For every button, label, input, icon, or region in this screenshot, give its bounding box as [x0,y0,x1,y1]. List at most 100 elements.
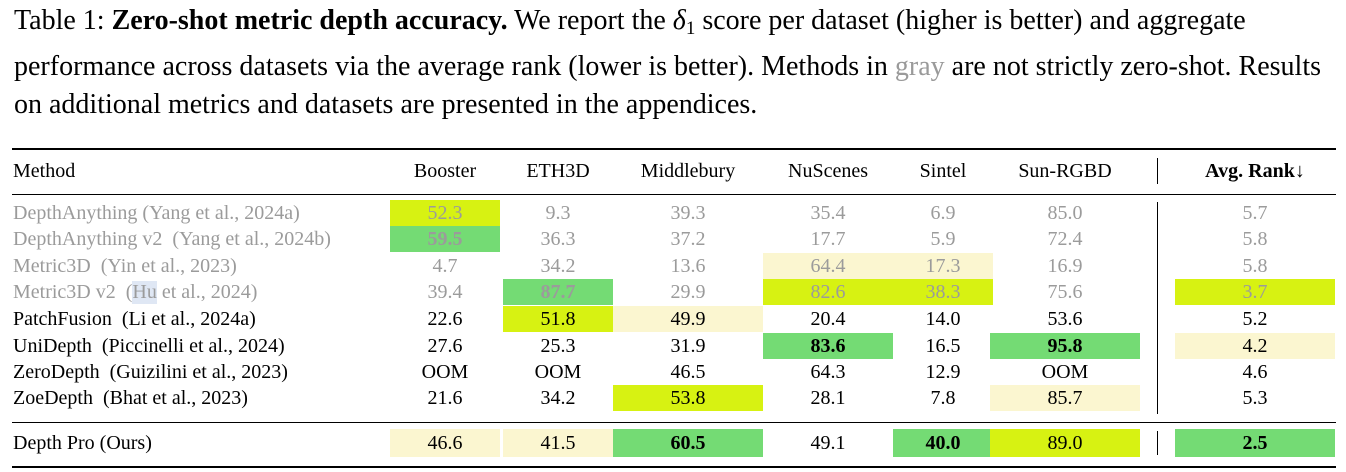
table-row: PatchFusion (Li et al., 2024a) 22.6 51.8 49… [0,306,1346,332]
cell-booster: 21.6 [427,386,463,409]
table-row-ours: Depth Pro (Ours) 46.6 41.5 60.5 49.1 40.0 89.0… [0,429,1346,457]
cell-booster: 46.6 [390,429,500,457]
method-name: DepthAnything (Yang et al., 2024a) [13,201,300,224]
cell-eth3d: 9.3 [545,201,571,224]
header-sintel: Sintel [919,159,967,182]
cell-avg-rank: 3.7 [1175,279,1335,305]
cell-nuscenes: 83.6 [763,333,893,359]
cell-booster: 22.6 [427,307,463,330]
ours-column-divider [1157,431,1158,455]
table-header-rule [12,194,1336,195]
table-row: Metric3D (Yin et al., 2023) 4.7 34.2 13.6 64… [0,253,1346,279]
header-nuscenes: NuScenes [788,159,868,182]
header-sun-rgbd: Sun-RGBD [1018,159,1112,182]
method-name-part: et al., 2024) [156,280,258,303]
cell-nuscenes: 17.7 [810,227,846,250]
method-name: ZoeDepth (Bhat et al., 2023) [13,386,248,409]
cell-booster: 59.5 [390,226,500,252]
table-top-rule [12,148,1336,150]
method-name: Metric3D (Yin et al., 2023) [13,254,237,277]
cell-sintel: 6.9 [930,201,956,224]
cell-avg-rank: 5.7 [1242,201,1268,224]
cell-avg-rank: 5.2 [1242,307,1268,330]
cell-sintel: 40.0 [893,429,993,457]
cell-avg-rank: 5.3 [1242,386,1268,409]
cell-sun-rgbd: 75.6 [1047,280,1083,303]
cell-avg-rank: 4.2 [1175,333,1335,359]
cell-nuscenes: 49.1 [810,431,846,454]
caption-text-2: score per dataset (higher is better) and… [14,5,1246,82]
cell-middlebury: 53.8 [613,385,763,411]
header-avg-rank: Avg. Rank↓ [1205,159,1305,182]
cell-sun-rgbd: 89.0 [990,429,1140,457]
table-row: ZeroDepth (Guizilini et al., 2023) OOM OOM… [0,359,1346,385]
caption-gray-word: gray [894,51,945,82]
cell-eth3d: 87.7 [503,279,613,305]
method-name: Depth Pro (Ours) [13,431,152,454]
caption-prefix: Table 1: [14,5,112,36]
cell-booster: 39.4 [427,280,463,303]
method-name: ZeroDepth (Guizilini et al., 2023) [13,360,288,383]
body-column-divider [1157,202,1158,414]
cell-nuscenes: 64.3 [810,360,846,383]
table-row: UniDepth (Piccinelli et al., 2024) 27.6 25… [0,333,1346,359]
cell-avg-rank: 2.5 [1175,429,1335,457]
cell-middlebury: 39.3 [670,201,706,224]
cell-sintel: 14.0 [925,307,961,330]
delta-symbol: δ1 [672,5,696,39]
caption-text-3: are not strictly zero-shot. Results on a… [14,51,1321,120]
header-column-divider [1157,158,1158,184]
method-name-part: Metric3D v2 ( [13,280,133,303]
method-name: PatchFusion (Li et al., 2024a) [13,307,256,330]
caption-title: Zero-shot metric depth accuracy. [111,5,508,36]
cell-middlebury: 49.9 [613,306,763,332]
table-row: Metric3D v2 (Hu et al., 2024) 39.4 87.7 29.… [0,279,1346,305]
cell-nuscenes: 35.4 [810,201,846,224]
cell-eth3d: 41.5 [503,429,613,457]
cell-sun-rgbd: 95.8 [990,333,1140,359]
cell-eth3d: 25.3 [540,334,576,357]
cell-sun-rgbd: OOM [1041,360,1089,383]
table-row: DepthAnything v2 (Yang et al., 2024b) 59.… [0,226,1346,252]
table-row: DepthAnything (Yang et al., 2024a) 52.3 9.… [0,200,1346,226]
cell-sintel: 7.8 [930,386,956,409]
cell-nuscenes: 20.4 [810,307,846,330]
cell-middlebury: 31.9 [670,334,706,357]
cell-eth3d: OOM [534,360,582,383]
cell-middlebury: 46.5 [670,360,706,383]
cell-eth3d: 34.2 [540,386,576,409]
cell-sun-rgbd: 72.4 [1047,227,1083,250]
cell-avg-rank: 5.8 [1242,227,1268,250]
cell-nuscenes: 64.4 [763,253,893,279]
cell-booster: OOM [421,360,469,383]
cell-sun-rgbd: 53.6 [1047,307,1083,330]
cell-sintel: 16.5 [925,334,961,357]
cell-sintel: 5.9 [930,227,956,250]
method-name: Metric3D v2 (Hu et al., 2024) [13,279,393,305]
cell-middlebury: 60.5 [613,429,763,457]
cell-sintel: 17.3 [893,253,993,279]
caption-text-1: We report the [507,5,673,36]
cell-booster: 4.7 [432,254,458,277]
cell-sun-rgbd: 16.9 [1047,254,1083,277]
cell-sintel: 12.9 [925,360,961,383]
method-name: DepthAnything v2 (Yang et al., 2024b) [13,227,331,250]
cell-sun-rgbd: 85.7 [990,385,1140,411]
cell-booster: 52.3 [390,200,500,226]
header-eth3d: ETH3D [526,159,590,182]
header-booster: Booster [413,159,477,182]
cell-avg-rank: 5.8 [1242,254,1268,277]
cell-sintel: 38.3 [893,279,993,305]
cell-eth3d: 36.3 [540,227,576,250]
cell-sun-rgbd: 85.0 [1047,201,1083,224]
table-bottom-rule [12,466,1336,468]
table-caption: Table 1: Zero-shot metric depth accuracy… [14,2,1336,124]
method-name: UniDepth (Piccinelli et al., 2024) [13,334,285,357]
method-name-part: Hu [132,280,157,304]
table-row: ZoeDepth (Bhat et al., 2023) 21.6 34.2 53.8… [0,385,1346,411]
cell-avg-rank: 4.6 [1242,360,1268,383]
cell-nuscenes: 82.6 [763,279,893,305]
header-middlebury: Middlebury [640,159,736,182]
table-header-row: Method Booster ETH3D Middlebury NuScenes… [0,156,1346,186]
header-method: Method [13,159,76,182]
